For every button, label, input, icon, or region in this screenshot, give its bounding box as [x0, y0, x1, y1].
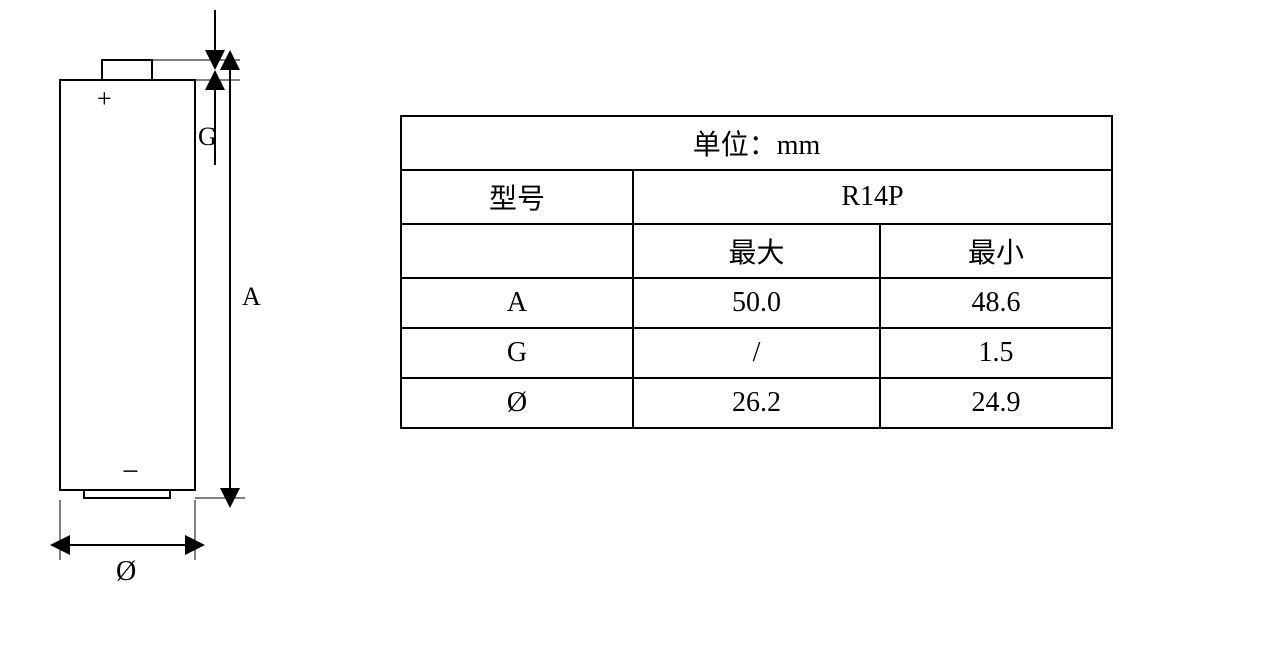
model-label-cell: 型号 [401, 170, 633, 224]
row-name: Ø [401, 378, 633, 428]
header-row: 最大 最小 [401, 224, 1112, 278]
unit-cell: 单位：mm [401, 116, 1112, 170]
row-name: G [401, 328, 633, 378]
model-row: 型号 R14P [401, 170, 1112, 224]
battery-foot [84, 490, 170, 498]
battery-body [60, 80, 195, 490]
model-value-cell: R14P [633, 170, 1112, 224]
min-header: 最小 [880, 224, 1112, 278]
spec-table-area: 单位：mm 型号 R14P 最大 最小 A 50.0 48.6 G / 1.5 [400, 115, 1113, 429]
plus-label: + [97, 84, 112, 113]
battery-diagram: + − G A Ø [30, 5, 290, 585]
battery-svg: + − G A Ø [30, 5, 290, 585]
row-max: 50.0 [633, 278, 880, 328]
page-container: + − G A Ø 单位：mm [0, 0, 1280, 645]
table-row: A 50.0 48.6 [401, 278, 1112, 328]
battery-cap [102, 60, 152, 80]
row-name: A [401, 278, 633, 328]
blank-header [401, 224, 633, 278]
row-min: 1.5 [880, 328, 1112, 378]
diameter-label: Ø [116, 556, 136, 585]
unit-row: 单位：mm [401, 116, 1112, 170]
spec-table: 单位：mm 型号 R14P 最大 最小 A 50.0 48.6 G / 1.5 [400, 115, 1113, 429]
minus-label: − [122, 455, 139, 488]
table-row: G / 1.5 [401, 328, 1112, 378]
row-max: / [633, 328, 880, 378]
row-min: 48.6 [880, 278, 1112, 328]
max-header: 最大 [633, 224, 880, 278]
table-row: Ø 26.2 24.9 [401, 378, 1112, 428]
row-min: 24.9 [880, 378, 1112, 428]
row-max: 26.2 [633, 378, 880, 428]
g-label: G [198, 122, 217, 151]
a-label: A [242, 282, 261, 311]
